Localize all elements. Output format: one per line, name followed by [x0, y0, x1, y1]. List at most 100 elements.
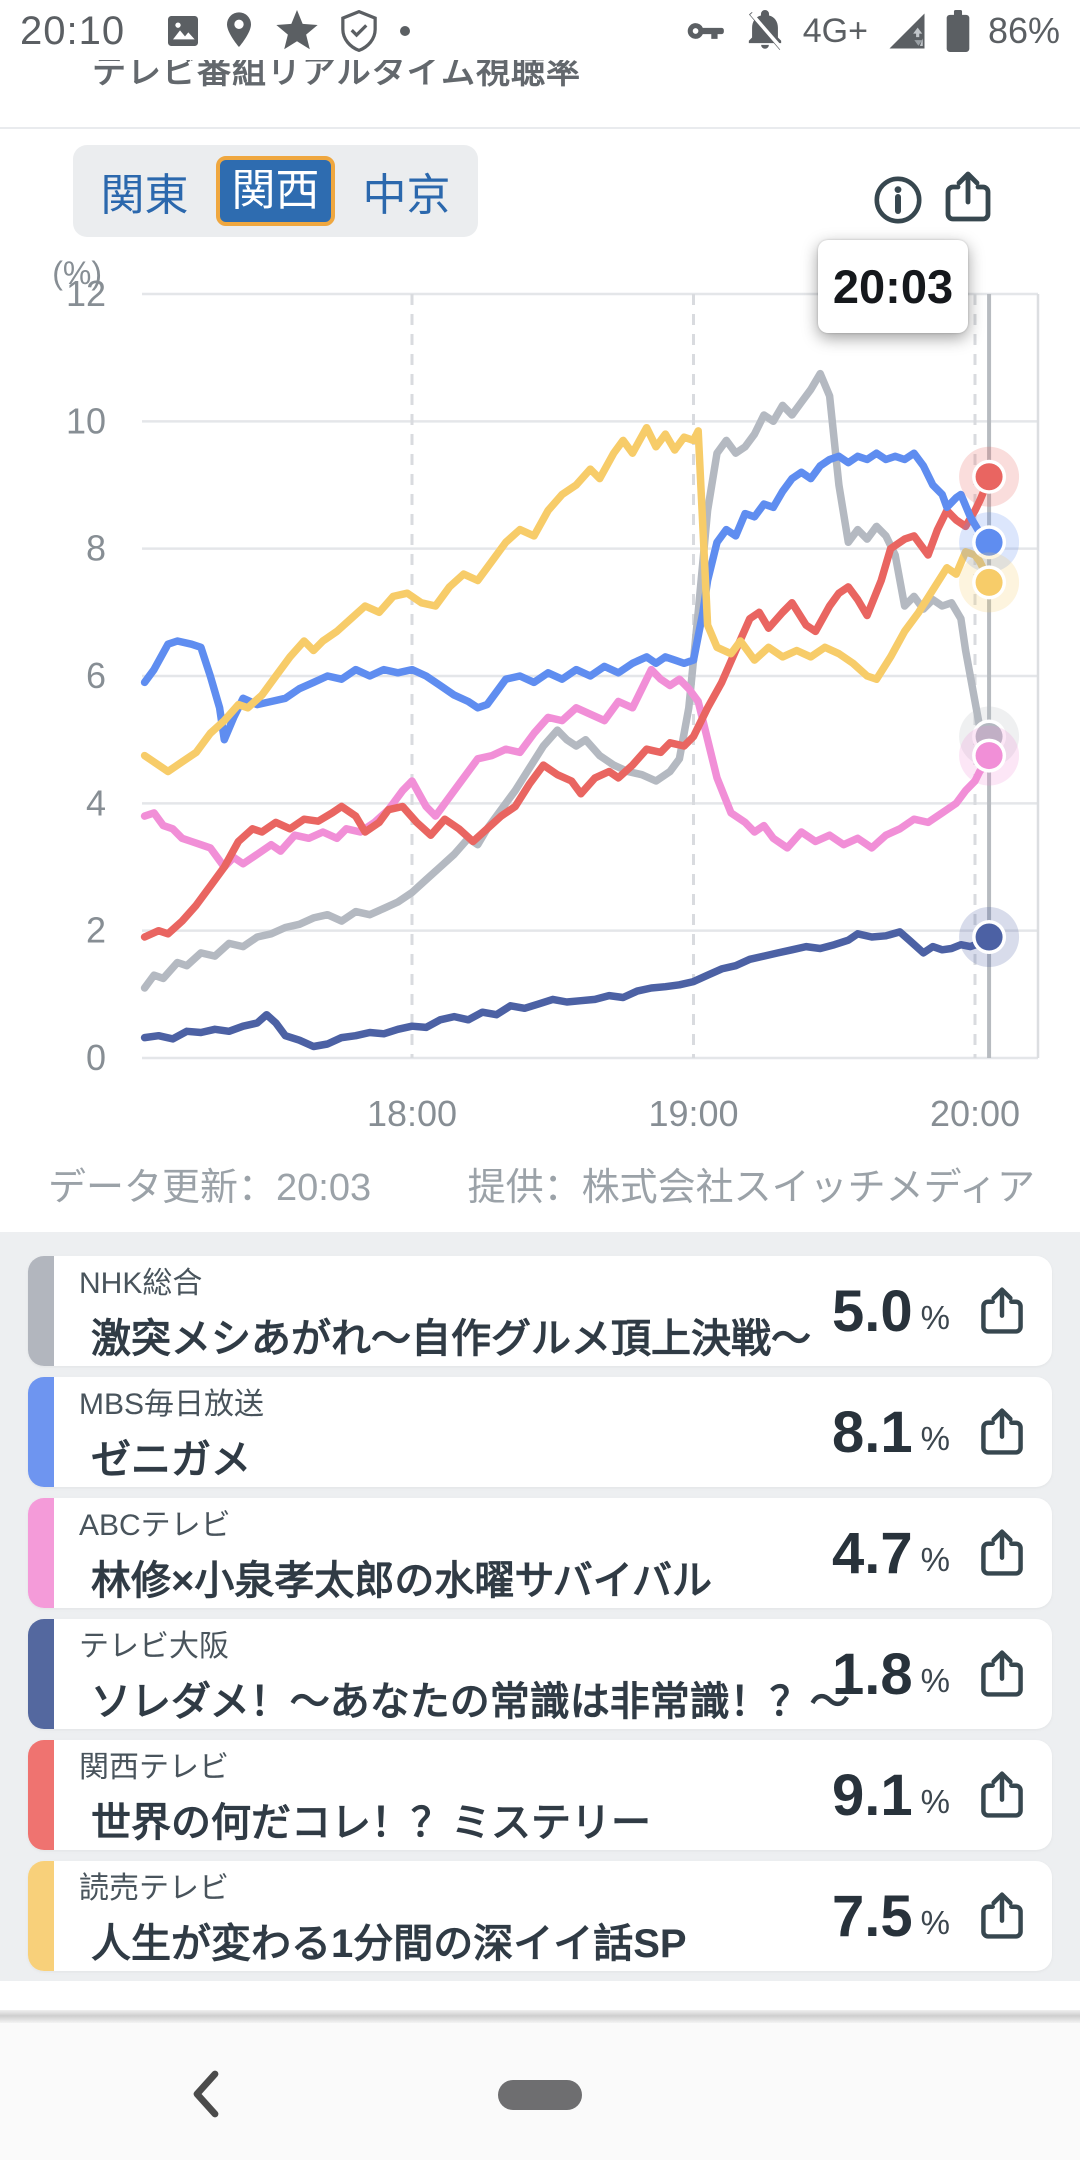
- signal-icon: [889, 13, 925, 49]
- battery-icon: [946, 10, 970, 52]
- percent-sign: %: [920, 1420, 950, 1457]
- channel-color-bar: [28, 1861, 54, 1971]
- y-axis-label: 12: [66, 273, 106, 314]
- row-share-button[interactable]: [976, 1405, 1028, 1459]
- x-axis-label: 20:00: [930, 1093, 1020, 1134]
- percent-sign: %: [920, 1783, 950, 1820]
- series-line: [140, 474, 993, 941]
- channel-card: 関西テレビ世界の何だコレ！？ミステリー 9.1%: [28, 1740, 1052, 1850]
- row-share-button[interactable]: [976, 1526, 1028, 1580]
- location-icon: [227, 12, 252, 48]
- channel-name: 関西テレビ: [79, 1751, 229, 1784]
- time-tooltip: 20:03: [818, 240, 968, 333]
- y-axis-label: 10: [66, 400, 106, 441]
- rating-value: 5.0: [832, 1278, 913, 1344]
- y-axis-label: 8: [86, 528, 106, 569]
- share-icon: [981, 1287, 1023, 1334]
- percent-sign: %: [920, 1541, 950, 1578]
- program-title: 林修×小泉孝太郎の水曜サバイバル: [91, 1559, 712, 1603]
- share-icon: [945, 171, 991, 222]
- series-line: [140, 665, 993, 871]
- channel-name: 読売テレビ: [79, 1872, 229, 1905]
- header-divider: [0, 127, 1080, 129]
- channel-card: NHK総合激突メシあがれ～自作グルメ頂上決戦～ 5.0%: [28, 1256, 1052, 1366]
- ratings-chart[interactable]: 0 2 4 6 8 10 12(%) 18:00 19:00 20:00: [0, 250, 1080, 1145]
- shield-check-icon: [341, 10, 377, 52]
- channel-name: テレビ大阪: [79, 1630, 229, 1663]
- bottom-spacer: [0, 1981, 1080, 2010]
- series-endpoint-marker[interactable]: [975, 568, 1003, 596]
- percent-sign: %: [920, 1904, 950, 1941]
- channel-color-bar: [28, 1498, 54, 1608]
- percent-sign: %: [920, 1299, 950, 1336]
- chevron-left-icon: [193, 2070, 219, 2118]
- star-icon: [276, 10, 318, 50]
- battery-percent: 86%: [987, 10, 1060, 51]
- share-icon: [981, 1650, 1023, 1697]
- channel-card: テレビ大阪ソレダメ！～あなたの常識は非常識！？～ 1.8%: [28, 1619, 1052, 1729]
- share-icon: [981, 1892, 1023, 1939]
- home-pill-button[interactable]: [498, 2080, 582, 2110]
- y-axis-label: 4: [86, 782, 106, 823]
- program-title: ソレダメ！～あなたの常識は非常識！？～: [91, 1680, 850, 1724]
- info-icon: [874, 176, 922, 224]
- share-icon: [981, 1408, 1023, 1455]
- data-provider-label: 提供：株式会社スイッチメディア: [467, 1167, 1035, 1209]
- rating-value: 8.1: [832, 1399, 913, 1465]
- channel-name: NHK総合: [79, 1267, 203, 1300]
- x-axis-label: 18:00: [367, 1093, 457, 1134]
- channel-list: NHK総合激突メシあがれ～自作グルメ頂上決戦～ 5.0% MBS毎日放送ゼニガメ 8.…: [0, 1232, 1080, 1981]
- channel-name: ABCテレビ: [79, 1509, 231, 1542]
- series-line: [140, 928, 993, 1051]
- info-button[interactable]: [872, 175, 924, 230]
- region-tab-bar: 関東 関西 中京: [73, 145, 478, 237]
- series-endpoint-marker[interactable]: [975, 923, 1003, 951]
- notification-dot-icon: [400, 26, 411, 36]
- program-title: 激突メシあがれ～自作グルメ頂上決戦～: [91, 1317, 811, 1361]
- bell-off-icon: [748, 10, 784, 51]
- series-endpoint-marker[interactable]: [975, 463, 1003, 491]
- share-icon: [981, 1771, 1023, 1818]
- channel-color-bar: [28, 1377, 54, 1487]
- row-share-button[interactable]: [976, 1889, 1028, 1943]
- chart-share-button[interactable]: [940, 170, 996, 229]
- y-axis-unit: (%): [52, 255, 102, 291]
- program-title: 人生が変わる1分間の深イイ話SP: [91, 1922, 687, 1966]
- y-axis-label: 0: [86, 1037, 106, 1078]
- vpn-key-icon: [687, 23, 724, 39]
- rating-value: 7.5: [832, 1883, 913, 1949]
- nav-shadow: [0, 2010, 1080, 2023]
- channel-card: MBS毎日放送ゼニガメ 8.1%: [28, 1377, 1052, 1487]
- series-endpoint-marker[interactable]: [975, 742, 1003, 770]
- clipped-page-title: テレビ番組リアルタイム視聴率: [92, 60, 581, 90]
- tab-kanto[interactable]: 関東: [100, 171, 189, 220]
- series-line: [140, 423, 993, 776]
- y-axis-label: 2: [86, 910, 106, 951]
- row-share-button[interactable]: [976, 1647, 1028, 1701]
- row-share-button[interactable]: [976, 1284, 1028, 1338]
- channel-card: 読売テレビ人生が変わる1分間の深イイ話SP 7.5%: [28, 1861, 1052, 1971]
- program-title: ゼニガメ: [91, 1438, 251, 1482]
- status-bar: 20:10 4G+ 86%: [0, 0, 1080, 62]
- channel-color-bar: [28, 1619, 54, 1729]
- series-line: [140, 369, 993, 992]
- channel-color-bar: [28, 1740, 54, 1850]
- rating-value: 1.8: [832, 1641, 913, 1707]
- tab-kansai[interactable]: 関西: [216, 156, 335, 226]
- channel-color-bar: [28, 1256, 54, 1366]
- program-title: 世界の何だコレ！？ミステリー: [91, 1801, 651, 1845]
- percent-sign: %: [920, 1662, 950, 1699]
- rating-value: 4.7: [832, 1520, 913, 1586]
- tab-chukyo[interactable]: 中京: [362, 171, 451, 220]
- data-updated-label: データ更新：20:03: [48, 1167, 372, 1209]
- share-icon: [981, 1529, 1023, 1576]
- tooltip-time: 20:03: [832, 260, 954, 313]
- channel-name: MBS毎日放送: [79, 1388, 265, 1421]
- rating-value: 9.1: [832, 1762, 913, 1828]
- back-button[interactable]: [185, 2070, 229, 2123]
- image-notification-icon: [168, 16, 199, 46]
- row-share-button[interactable]: [976, 1768, 1028, 1822]
- clock: 20:10: [20, 8, 126, 53]
- series-endpoint-marker[interactable]: [975, 528, 1003, 556]
